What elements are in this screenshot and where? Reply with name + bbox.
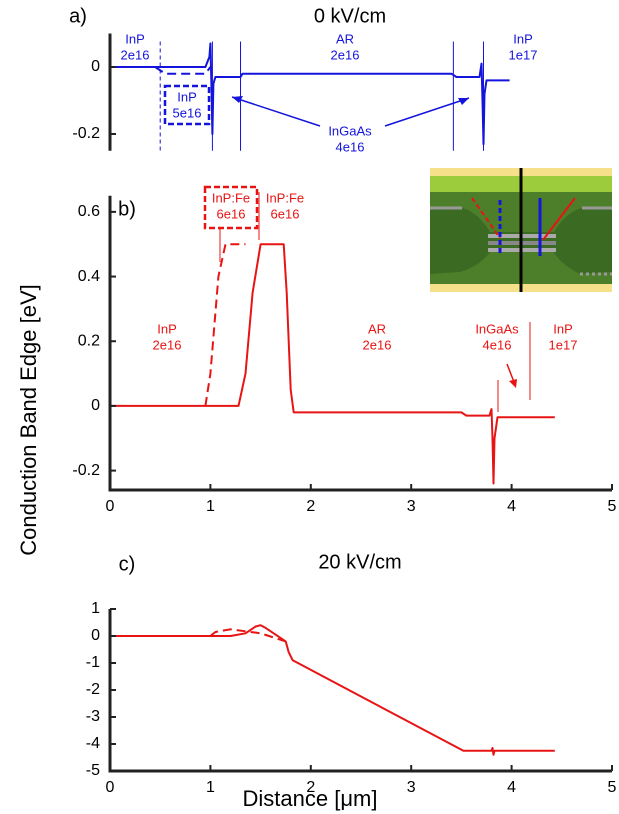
annotation: InP:Fe bbox=[212, 190, 250, 205]
data-line bbox=[204, 243, 246, 407]
decoration bbox=[509, 379, 517, 388]
annotation: AR bbox=[368, 321, 386, 336]
data-line bbox=[110, 42, 510, 146]
data-line bbox=[110, 624, 555, 756]
y-tick-label: 0 bbox=[91, 58, 100, 75]
x-tick-label: 1 bbox=[206, 498, 215, 515]
y-tick-label: -4 bbox=[86, 735, 100, 752]
annotation: InP:Fe bbox=[266, 190, 304, 205]
annotation: InP bbox=[125, 31, 145, 46]
x-tick-label: 3 bbox=[407, 498, 416, 515]
annotation: InGaAs bbox=[328, 123, 372, 138]
x-tick-label: 4 bbox=[507, 498, 516, 515]
data-line bbox=[209, 628, 287, 643]
decoration bbox=[203, 185, 259, 230]
decoration bbox=[231, 96, 321, 127]
annotation: 1e17 bbox=[549, 337, 578, 352]
decoration bbox=[506, 363, 515, 383]
annotation: 4e16 bbox=[336, 139, 365, 154]
panel-title: 20 kV/cm bbox=[318, 551, 401, 573]
x-tick-label: 2 bbox=[306, 498, 315, 515]
annotation: 2e16 bbox=[331, 47, 360, 62]
y-tick-label: 0.4 bbox=[78, 268, 100, 285]
annotation: 1e17 bbox=[509, 47, 538, 62]
y-tick-label: 0 bbox=[91, 627, 100, 644]
annotation: 2e16 bbox=[153, 337, 182, 352]
decoration bbox=[163, 84, 211, 126]
y-tick-label: 0.2 bbox=[78, 332, 100, 349]
annotation: 6e16 bbox=[271, 206, 300, 221]
x-tick-label: 2 bbox=[306, 779, 315, 796]
data-line bbox=[154, 66, 212, 75]
y-tick-label: 0 bbox=[91, 397, 100, 414]
annotation: InP bbox=[157, 321, 177, 336]
annotation: 5e16 bbox=[173, 105, 202, 120]
y-axis-label: Conduction Band Edge [eV] bbox=[16, 284, 41, 556]
panel-label: a) bbox=[69, 5, 87, 27]
annotation: InP bbox=[177, 89, 197, 104]
annotation: InGaAs bbox=[475, 321, 519, 336]
annotation: AR bbox=[336, 31, 354, 46]
y-tick-label: -1 bbox=[86, 654, 100, 671]
panel-title: 0 kV/cm bbox=[314, 5, 386, 27]
y-tick-label: 1 bbox=[91, 600, 100, 617]
panel-label: c) bbox=[119, 553, 136, 575]
panel-label: b) bbox=[118, 198, 136, 220]
annotation: InP bbox=[553, 321, 573, 336]
x-tick-label: 4 bbox=[507, 779, 516, 796]
data-line bbox=[110, 243, 555, 485]
decoration bbox=[232, 96, 243, 103]
y-tick-label: -0.2 bbox=[72, 125, 100, 142]
y-tick-label: -5 bbox=[86, 762, 100, 779]
x-tick-label: 1 bbox=[206, 779, 215, 796]
y-tick-label: -0.2 bbox=[72, 462, 100, 479]
x-axis-label: Distance [μm] bbox=[243, 786, 378, 811]
x-tick-label: 5 bbox=[608, 498, 617, 515]
x-tick-label: 0 bbox=[106, 498, 115, 515]
y-tick-label: -3 bbox=[86, 708, 100, 725]
decoration bbox=[458, 98, 469, 105]
x-tick-label: 0 bbox=[106, 779, 115, 796]
decoration bbox=[384, 97, 470, 127]
annotation: 6e16 bbox=[217, 206, 246, 221]
y-tick-label: -2 bbox=[86, 681, 100, 698]
annotation: 2e16 bbox=[121, 47, 150, 62]
annotation: 4e16 bbox=[483, 337, 512, 352]
y-tick-label: 0.6 bbox=[78, 203, 100, 220]
annotation: InP bbox=[513, 31, 533, 46]
inset-schematic bbox=[430, 168, 612, 292]
x-tick-label: 5 bbox=[608, 779, 617, 796]
x-tick-label: 3 bbox=[407, 779, 416, 796]
annotation: 2e16 bbox=[363, 337, 392, 352]
